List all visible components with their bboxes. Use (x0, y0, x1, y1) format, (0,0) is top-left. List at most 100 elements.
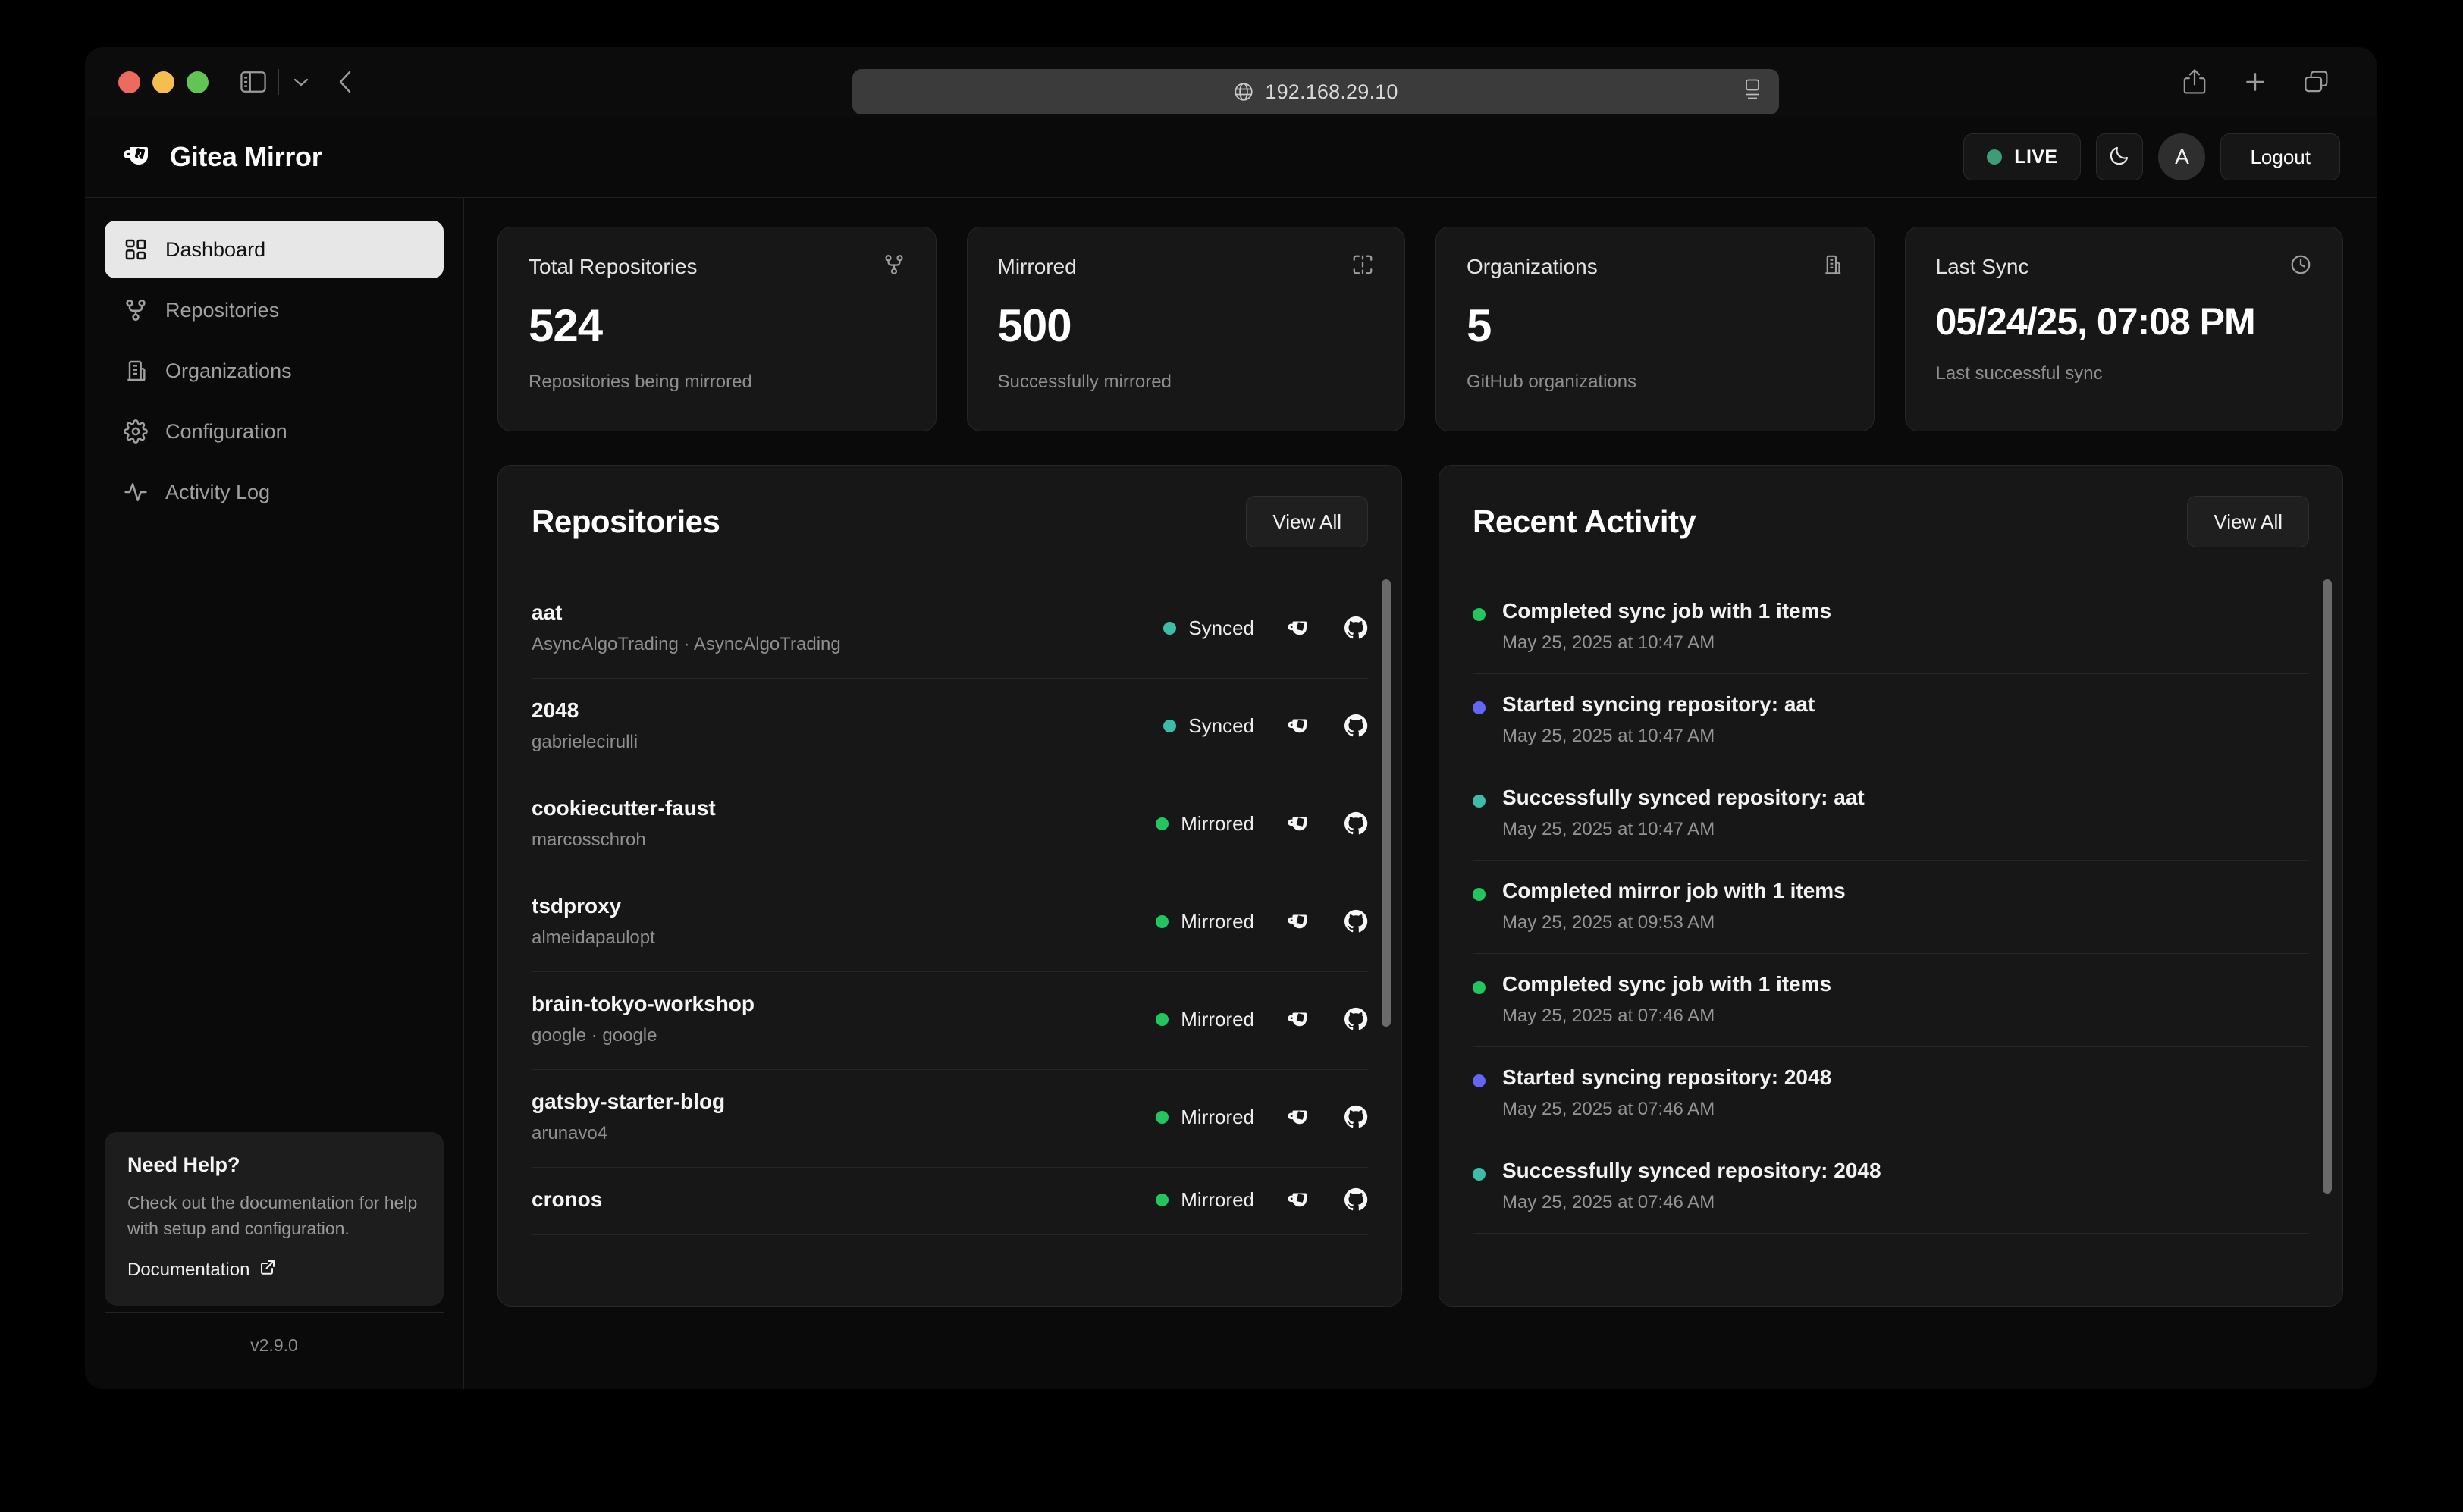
github-icon[interactable] (1344, 909, 1368, 933)
status-label: Mirrored (1181, 811, 1254, 835)
activity-view-all-button[interactable]: View All (2187, 496, 2309, 547)
repository-actions: Mirrored (1156, 909, 1368, 933)
status-dot-icon (1156, 914, 1169, 928)
address-bar[interactable]: 192.168.29.10 (852, 69, 1779, 114)
github-icon[interactable] (1344, 811, 1368, 836)
mirror-icon (1351, 253, 1374, 280)
live-label: LIVE (2014, 146, 2058, 168)
activity-status-dot-icon (1473, 1168, 1486, 1181)
gitea-mug-icon[interactable] (1286, 715, 1312, 736)
avatar[interactable]: A (2158, 133, 2206, 180)
activity-message: Successfully synced repository: 2048 (1502, 1159, 1881, 1182)
gitea-mug-icon[interactable] (1286, 911, 1312, 932)
activity-item[interactable]: Completed sync job with 1 items May 25, 2… (1473, 954, 2309, 1047)
repository-name: 2048 (532, 698, 579, 722)
repository-name: brain-tokyo-workshop (532, 992, 755, 1015)
maximize-window-button[interactable] (187, 71, 209, 93)
github-icon[interactable] (1344, 616, 1368, 640)
status-badge: Mirrored (1156, 910, 1254, 933)
activity-text: Completed mirror job with 1 items May 25,… (1502, 879, 1846, 933)
activity-text: Started syncing repository: 2048 May 25, … (1502, 1065, 1831, 1120)
stat-value: 524 (529, 300, 603, 351)
repository-row[interactable]: cronos Mirrored (532, 1168, 1368, 1235)
repository-row[interactable]: cookiecutter-faust marcosschroh Mirrored (532, 776, 1368, 874)
repository-row[interactable]: 2048 gabrielecirulli Synced (532, 679, 1368, 776)
github-icon[interactable] (1344, 1007, 1368, 1031)
app-title: Gitea Mirror (170, 141, 322, 172)
repository-row[interactable]: tsdproxy almeidapaulopt Mirrored (532, 874, 1368, 972)
github-icon[interactable] (1344, 1187, 1368, 1212)
activity-pulse-icon (123, 479, 149, 505)
repository-row[interactable]: aat AsyncAlgoTrading · AsyncAlgoTrading Sy… (532, 581, 1368, 679)
reader-view-icon[interactable] (1743, 79, 1762, 105)
building-icon (123, 358, 149, 384)
repository-name: tsdproxy (532, 894, 622, 918)
activity-list: Completed sync job with 1 items May 25, 2… (1473, 581, 2309, 1234)
activity-item[interactable]: Successfully synced repository: 2048 May … (1473, 1140, 2309, 1234)
github-icon[interactable] (1344, 714, 1368, 738)
activity-timestamp: May 25, 2025 at 10:47 AM (1502, 632, 1715, 653)
activity-message: Completed sync job with 1 items (1502, 972, 1832, 996)
minimize-window-button[interactable] (152, 71, 174, 93)
activity-item[interactable]: Started syncing repository: aat May 25, 2… (1473, 674, 2309, 767)
status-badge: Synced (1163, 616, 1254, 640)
repository-info: cookiecutter-faust marcosschroh (532, 796, 716, 851)
gitea-mug-icon[interactable] (1286, 617, 1312, 638)
back-icon[interactable] (335, 69, 356, 95)
repository-actions: Mirrored (1156, 1187, 1368, 1212)
app-version: v2.9.0 (105, 1312, 444, 1356)
stat-card-mirrored: Mirrored (966, 227, 1405, 431)
activity-item[interactable]: Completed mirror job with 1 items May 25,… (1473, 861, 2309, 954)
activity-scrollbar[interactable] (2323, 579, 2332, 1194)
globe-icon (1233, 81, 1254, 102)
status-label: Synced (1188, 616, 1254, 639)
activity-status-dot-icon (1473, 701, 1486, 714)
sidebar-item-configuration[interactable]: Configuration (105, 403, 444, 460)
dashboard-icon (123, 237, 149, 262)
tab-overview-icon[interactable] (2304, 70, 2330, 94)
sidebar-toggle-icon[interactable] (240, 71, 266, 93)
share-icon[interactable] (2182, 68, 2207, 96)
activity-message: Completed mirror job with 1 items (1502, 879, 1846, 902)
gitea-mug-icon[interactable] (1286, 1106, 1312, 1128)
status-dot-icon (1163, 719, 1177, 732)
chevron-down-icon[interactable] (291, 75, 311, 89)
gitea-mug-icon[interactable] (1286, 813, 1312, 834)
close-window-button[interactable] (118, 71, 140, 93)
activity-item[interactable]: Started syncing repository: 2048 May 25, … (1473, 1047, 2309, 1140)
repository-row[interactable]: brain-tokyo-workshop google · google Mirro… (532, 972, 1368, 1070)
sidebar-item-organizations[interactable]: Organizations (105, 342, 444, 400)
theme-toggle-button[interactable] (2096, 133, 2144, 180)
repository-owner: google · google (532, 1025, 657, 1046)
browser-toolbar-right (2182, 68, 2330, 96)
activity-item[interactable]: Completed sync job with 1 items May 25, 2… (1473, 581, 2309, 674)
browser-toolbar: 192.168.29.10 (85, 47, 2377, 117)
repository-owner: gabrielecirulli (532, 732, 638, 752)
external-link-icon (259, 1258, 277, 1281)
plus-icon[interactable] (2243, 70, 2267, 94)
gitea-mug-icon[interactable] (1286, 1189, 1312, 1210)
panel-title: Repositories (532, 503, 720, 539)
documentation-link[interactable]: Documentation (127, 1258, 277, 1281)
activity-message: Completed sync job with 1 items (1502, 599, 1832, 623)
sidebar-item-label: Repositories (165, 298, 280, 322)
gitea-mug-icon[interactable] (1286, 1009, 1312, 1030)
sidebar-item-dashboard[interactable]: Dashboard (105, 221, 444, 278)
github-icon[interactable] (1344, 1105, 1368, 1129)
stat-subtitle: Repositories being mirrored (529, 372, 752, 392)
status-dot-icon (1156, 1012, 1169, 1026)
activity-text: Completed sync job with 1 items May 25, 2… (1502, 599, 1831, 654)
activity-text: Successfully synced repository: aat May 2… (1502, 786, 1865, 840)
sidebar-item-label: Activity Log (165, 480, 271, 503)
logout-button[interactable]: Logout (2220, 133, 2340, 180)
live-status-badge[interactable]: LIVE (1963, 133, 2082, 180)
sidebar-item-repositories[interactable]: Repositories (105, 281, 444, 339)
repositories-view-all-button[interactable]: View All (1246, 496, 1368, 547)
sidebar-item-activity-log[interactable]: Activity Log (105, 463, 444, 521)
status-label: Synced (1188, 714, 1254, 737)
repository-row[interactable]: gatsby-starter-blog arunavo4 Mirrored (532, 1070, 1368, 1168)
activity-status-dot-icon (1473, 608, 1486, 621)
activity-item[interactable]: Successfully synced repository: aat May 2… (1473, 767, 2309, 861)
repositories-scrollbar[interactable] (1382, 579, 1391, 1027)
header-actions: LIVE A Logout (1963, 133, 2340, 180)
